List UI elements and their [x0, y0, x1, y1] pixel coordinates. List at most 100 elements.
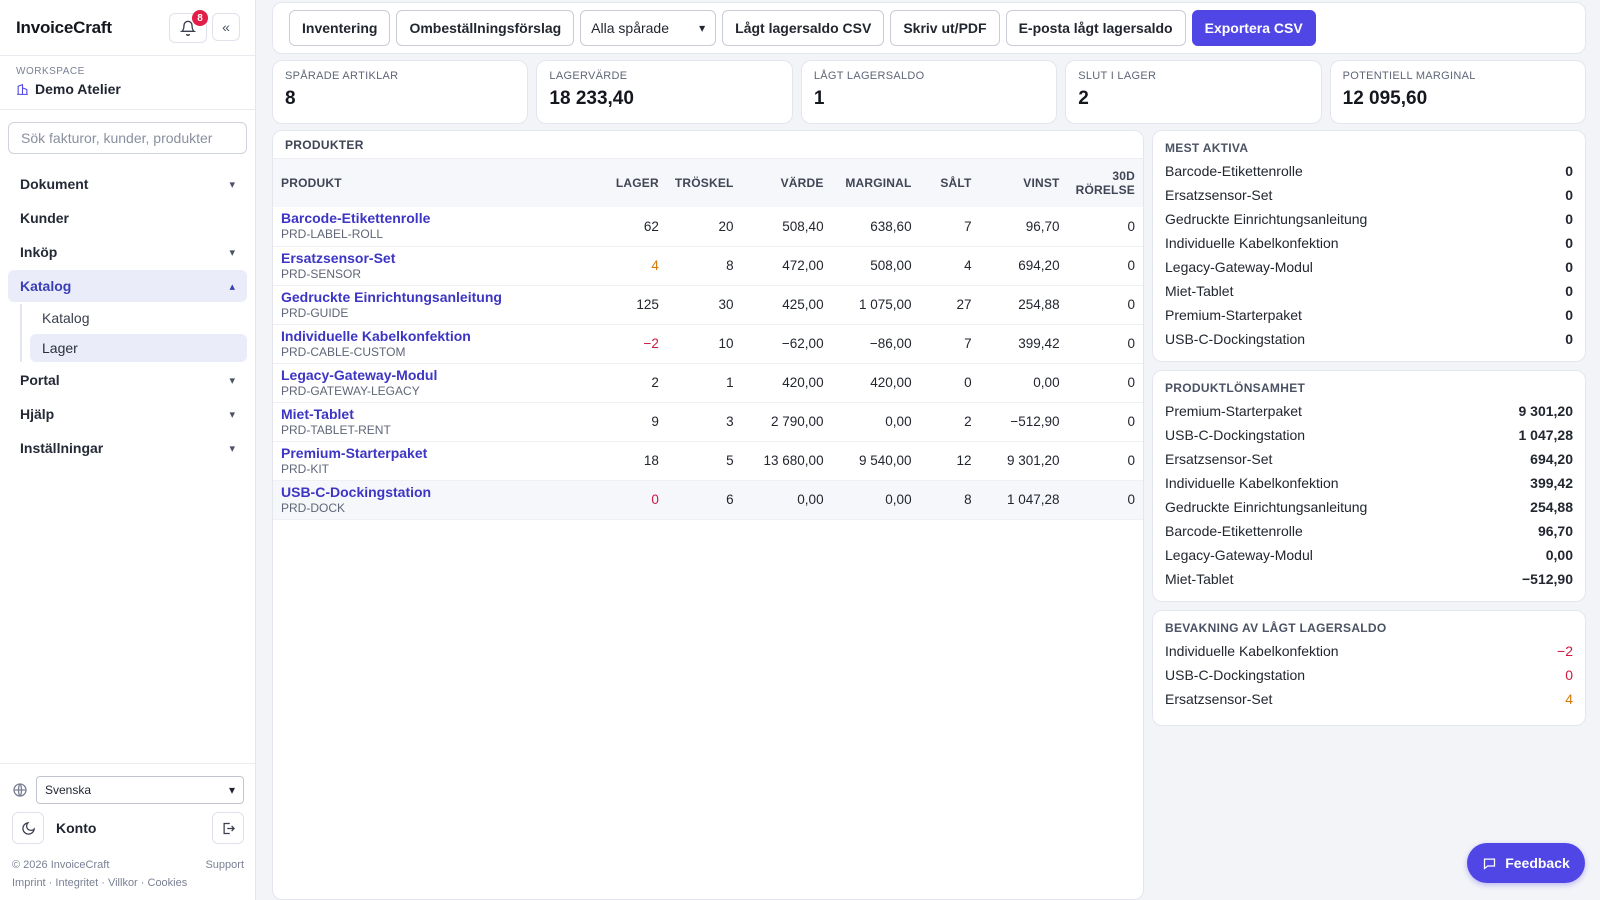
list-item-value: 0: [1565, 259, 1573, 275]
nav-katalog[interactable]: Katalog ▴: [8, 270, 247, 302]
table-row[interactable]: Individuelle Kabelkonfektion PRD-CABLE-CU…: [273, 324, 1143, 364]
cell-varde: −62,00: [741, 324, 832, 364]
double-chevron-left-icon: «: [222, 19, 230, 35]
kpi-row: SPÅRADE ARTIKLAR 8 LAGERVÄRDE 18 233,40 …: [272, 60, 1587, 124]
list-item: USB-C-Dockingstation 0: [1165, 327, 1573, 351]
cell-lager: −2: [596, 324, 667, 364]
list-item: Individuelle Kabelkonfektion −2: [1165, 639, 1573, 663]
nav-dokument[interactable]: Dokument ▾: [8, 168, 247, 200]
cell-vinst: 9 301,20: [979, 441, 1068, 481]
chevron-down-icon: ▾: [229, 408, 235, 421]
table-row[interactable]: USB-C-Dockingstation PRD-DOCK 0 6 0,00 0,00 8 1…: [273, 480, 1143, 520]
col-salt[interactable]: SÅLT: [919, 159, 980, 207]
cell-lager: 18: [596, 441, 667, 481]
list-item: Premium-Starterpaket 9 301,20: [1165, 399, 1573, 423]
nav-hjalp[interactable]: Hjälp ▾: [8, 398, 247, 430]
kpi-label: POTENTIELL MARGINAL: [1342, 70, 1476, 82]
email-low-stock-button[interactable]: E-posta lågt lagersaldo: [1005, 10, 1186, 46]
list-item-name: Legacy-Gateway-Modul: [1165, 547, 1313, 563]
list-item-name: USB-C-Dockingstation: [1165, 331, 1306, 347]
logout-button[interactable]: [212, 812, 244, 844]
cell-lager: 0: [596, 480, 667, 520]
chevron-down-icon: ▾: [229, 374, 235, 387]
app-logo[interactable]: InvoiceCraft: [16, 17, 112, 37]
legal-links[interactable]: Imprint · Integritet · Villkor · Cookies: [12, 877, 188, 889]
account-link[interactable]: Konto: [56, 820, 97, 836]
list-item: USB-C-Dockingstation 1 047,28: [1165, 423, 1573, 447]
col-troskel[interactable]: TRÖSKEL: [666, 159, 742, 207]
tracking-filter-select[interactable]: Alla spårade ▾: [580, 10, 717, 46]
list-item-value: 0: [1565, 307, 1573, 323]
nav-portal-label: Portal: [20, 372, 60, 388]
collapse-sidebar-button[interactable]: «: [212, 13, 240, 41]
cell-varde: 472,00: [741, 246, 832, 286]
cell-rorelse: 0: [1067, 480, 1143, 520]
workspace-label: WORKSPACE: [16, 66, 85, 77]
product-name-link[interactable]: Premium-Starterpaket: [281, 444, 428, 461]
col-rorelse-line2: RÖRELSE: [1075, 183, 1135, 197]
nav-inkop[interactable]: Inköp ▾: [8, 236, 247, 268]
col-vinst[interactable]: VINST: [979, 159, 1068, 207]
moon-icon: [21, 821, 35, 835]
col-rorelse[interactable]: 30D RÖRELSE: [1067, 159, 1143, 207]
product-sku: PRD-LABEL-ROLL: [281, 227, 384, 242]
cell-marginal: 638,60: [831, 207, 920, 247]
product-name-link[interactable]: Ersatzsensor-Set: [281, 249, 396, 266]
table-row[interactable]: Ersatzsensor-Set PRD-SENSOR 4 8 472,00 508,00…: [273, 246, 1143, 286]
product-name-link[interactable]: Individuelle Kabelkonfektion: [281, 327, 471, 344]
kpi-label: LAGERVÄRDE: [549, 70, 628, 82]
most-active-panel: MEST AKTIVA Barcode-Etikettenrolle 0 Ersat…: [1152, 130, 1586, 362]
cell-marginal: 0,00: [831, 480, 920, 520]
search-input[interactable]: Sök fakturor, kunder, produkter: [8, 122, 247, 154]
notifications-button[interactable]: 8: [169, 10, 208, 43]
cell-vinst: 399,42: [979, 324, 1068, 364]
language-select[interactable]: Svenska ▾: [36, 776, 244, 804]
col-marginal[interactable]: MARGINAL: [831, 159, 920, 207]
product-name-link[interactable]: Legacy-Gateway-Modul: [281, 366, 438, 383]
list-item-value: 0,00: [1545, 547, 1573, 563]
cell-rorelse: 0: [1067, 441, 1143, 481]
list-item-value: 1 047,28: [1518, 427, 1574, 443]
export-csv-button[interactable]: Exportera CSV: [1191, 10, 1316, 46]
table-row[interactable]: Miet-Tablet PRD-TABLET-RENT 9 3 2 790,00 0,00…: [273, 402, 1143, 442]
col-lager[interactable]: LAGER: [596, 159, 667, 207]
table-row[interactable]: Premium-Starterpaket PRD-KIT 18 5 13 680,00 9…: [273, 441, 1143, 481]
product-name-link[interactable]: USB-C-Dockingstation: [281, 483, 432, 500]
language-value: Svenska: [45, 783, 92, 797]
subnav-lager[interactable]: Lager: [30, 334, 247, 362]
low-stock-csv-button[interactable]: Lågt lagersaldo CSV: [722, 10, 885, 46]
product-name-link[interactable]: Gedruckte Einrichtungsanleitung: [281, 288, 502, 305]
most-active-title: MEST AKTIVA: [1165, 141, 1249, 155]
feedback-button[interactable]: Feedback: [1467, 843, 1585, 883]
nav-portal[interactable]: Portal ▾: [8, 364, 247, 396]
table-row[interactable]: Gedruckte Einrichtungsanleitung PRD-GUIDE…: [273, 285, 1143, 325]
list-item-name: Barcode-Etikettenrolle: [1165, 163, 1303, 179]
cell-marginal: 420,00: [831, 363, 920, 403]
list-item-value: −512,90: [1522, 571, 1573, 587]
cell-rorelse: 0: [1067, 402, 1143, 442]
list-item: Legacy-Gateway-Modul 0: [1165, 255, 1573, 279]
list-item: Individuelle Kabelkonfektion 399,42: [1165, 471, 1573, 495]
table-row[interactable]: Legacy-Gateway-Modul PRD-GATEWAY-LEGACY 2 1…: [273, 363, 1143, 403]
product-name-link[interactable]: Barcode-Etikettenrolle: [281, 210, 431, 227]
cell-product: Premium-Starterpaket PRD-KIT: [273, 441, 597, 481]
product-name-link[interactable]: Miet-Tablet: [281, 405, 354, 422]
nav-kunder[interactable]: Kunder: [8, 202, 247, 234]
theme-toggle-button[interactable]: [12, 812, 44, 844]
workspace-switcher[interactable]: WORKSPACE Demo Atelier: [0, 56, 255, 110]
nav-kunder-label: Kunder: [20, 210, 69, 226]
low-stock-watch-panel: BEVAKNING AV LÅGT LAGERSALDO Individuell…: [1152, 610, 1586, 726]
table-row[interactable]: Barcode-Etikettenrolle PRD-LABEL-ROLL 62 20…: [273, 207, 1143, 247]
print-pdf-button[interactable]: Skriv ut/PDF: [890, 10, 1000, 46]
chevron-down-icon: ▾: [229, 246, 235, 259]
nav-installningar[interactable]: Inställningar ▾: [8, 432, 247, 464]
col-varde[interactable]: VÄRDE: [741, 159, 832, 207]
cell-product: Legacy-Gateway-Modul PRD-GATEWAY-LEGACY: [273, 363, 597, 403]
globe-icon: [13, 783, 27, 797]
inventering-button[interactable]: Inventering: [289, 10, 391, 46]
col-produkt[interactable]: PRODUKT: [273, 159, 597, 207]
subnav-katalog[interactable]: Katalog: [42, 310, 90, 326]
ombestallning-button[interactable]: Ombeställningsförslag: [396, 10, 575, 46]
support-link[interactable]: Support: [205, 859, 244, 871]
cell-troskel: 3: [666, 402, 742, 442]
